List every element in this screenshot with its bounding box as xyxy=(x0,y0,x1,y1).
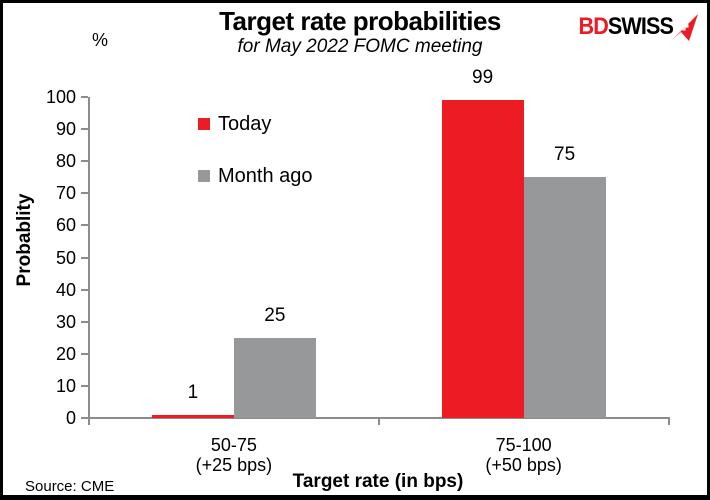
x-axis-tick xyxy=(377,418,380,425)
y-axis-tick xyxy=(81,224,88,227)
y-axis-line xyxy=(88,97,90,419)
y-axis-tick xyxy=(81,320,88,323)
x-category-label-line2: (+50 bps) xyxy=(485,455,562,475)
legend-item-today: Today xyxy=(198,112,271,136)
y-axis-tick xyxy=(81,192,88,195)
y-axis-tick xyxy=(81,288,88,291)
chart-subtitle: for May 2022 FOMC meeting xyxy=(237,36,483,57)
bar-today xyxy=(441,100,524,418)
y-tick-label: 70 xyxy=(55,183,76,204)
y-tick-label: 10 xyxy=(55,375,76,396)
x-axis-tick xyxy=(88,418,90,425)
source-note: Source: CME xyxy=(25,478,115,495)
y-tick-label: 30 xyxy=(55,311,76,332)
x-category-label-line2: (+25 bps) xyxy=(195,455,273,475)
y-tick-label: 80 xyxy=(55,151,76,172)
y-axis-tick xyxy=(81,96,88,98)
x-category-label-line1: 75-100 xyxy=(495,435,552,455)
y-tick-label: 100 xyxy=(45,87,76,107)
legend-swatch-month-ago xyxy=(198,170,210,182)
bar-month-ago xyxy=(233,337,316,418)
y-axis-tick xyxy=(81,352,88,355)
y-tick-label: 40 xyxy=(55,279,76,300)
y-tick-label: 60 xyxy=(55,215,76,236)
logo-wordmark: BDSWISS xyxy=(578,13,673,41)
legend-item-month-ago: Month ago xyxy=(198,164,313,188)
y-axis-tick xyxy=(81,417,88,419)
y-axis-tick xyxy=(81,160,88,163)
bar-value-label: 1 xyxy=(187,381,199,403)
y-tick-label: 0 xyxy=(65,408,76,428)
legend-label-today: Today xyxy=(218,113,272,135)
x-category-label-line1: 50-75 xyxy=(210,435,257,455)
legend-label-month-ago: Month ago xyxy=(218,165,313,187)
bdswiss-logo: BDSWISS xyxy=(568,13,699,41)
bar-month-ago xyxy=(523,177,606,418)
bar-today xyxy=(151,414,234,418)
y-axis-unit-label: % xyxy=(92,30,109,50)
logo-text-swiss: SWISS xyxy=(607,13,674,40)
x-axis-title: Target rate (in bps) xyxy=(292,471,464,492)
y-tick-label: 90 xyxy=(55,119,76,140)
chart-title: Target rate probabilities xyxy=(219,6,501,36)
y-tick-label: 50 xyxy=(55,247,76,268)
logo-text-bd: BD xyxy=(578,13,608,40)
bar-value-label: 25 xyxy=(264,304,286,326)
x-axis-tick xyxy=(667,418,670,425)
bdswiss-arrow-icon xyxy=(672,13,698,41)
y-axis-tick xyxy=(81,256,88,259)
legend-swatch-today xyxy=(198,118,210,130)
y-axis-tick xyxy=(81,384,88,387)
bar-value-label: 75 xyxy=(554,144,576,166)
y-axis-tick xyxy=(81,128,88,131)
bar-value-label: 99 xyxy=(472,67,494,89)
y-tick-label: 20 xyxy=(55,343,76,364)
